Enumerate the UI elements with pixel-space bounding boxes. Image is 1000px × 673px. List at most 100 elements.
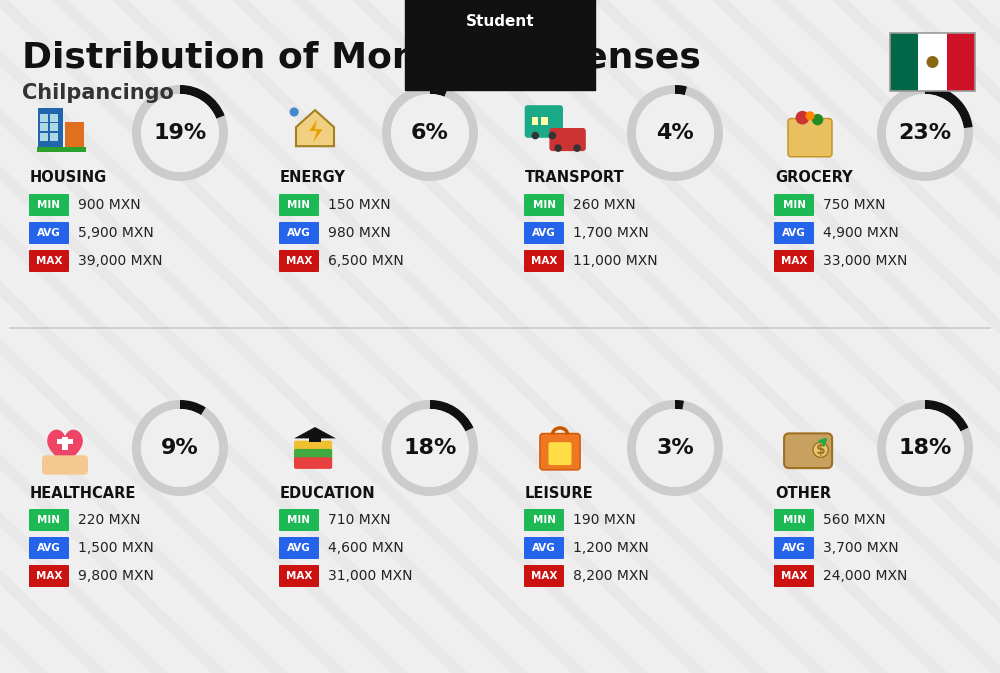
FancyBboxPatch shape xyxy=(549,128,586,151)
Text: AVG: AVG xyxy=(287,228,311,238)
Text: Student: Student xyxy=(466,13,534,28)
Circle shape xyxy=(636,409,714,487)
Text: $: $ xyxy=(816,443,826,457)
FancyBboxPatch shape xyxy=(524,194,564,216)
Bar xyxy=(890,33,975,91)
Text: 11,000 MXN: 11,000 MXN xyxy=(573,254,658,268)
Text: 900 MXN: 900 MXN xyxy=(78,198,141,212)
Wedge shape xyxy=(430,85,448,97)
FancyBboxPatch shape xyxy=(788,118,832,157)
Bar xyxy=(65,122,84,150)
Text: Distribution of Monthly Expenses: Distribution of Monthly Expenses xyxy=(22,41,701,75)
Wedge shape xyxy=(430,400,473,431)
Text: MAX: MAX xyxy=(781,571,807,581)
FancyBboxPatch shape xyxy=(294,441,332,452)
Text: MAX: MAX xyxy=(531,571,557,581)
Circle shape xyxy=(141,409,219,487)
FancyBboxPatch shape xyxy=(524,509,564,531)
FancyBboxPatch shape xyxy=(294,449,332,460)
Text: 8,200 MXN: 8,200 MXN xyxy=(573,569,649,583)
Wedge shape xyxy=(925,400,968,431)
Text: MIN: MIN xyxy=(288,515,310,525)
Wedge shape xyxy=(675,400,684,410)
Text: MAX: MAX xyxy=(531,256,557,266)
Circle shape xyxy=(886,94,964,172)
Text: 220 MXN: 220 MXN xyxy=(78,513,140,527)
Wedge shape xyxy=(382,400,478,496)
Text: 4%: 4% xyxy=(656,123,694,143)
Text: 33,000 MXN: 33,000 MXN xyxy=(823,254,907,268)
Circle shape xyxy=(636,94,714,172)
Bar xyxy=(890,33,918,91)
Text: 18%: 18% xyxy=(898,438,952,458)
Text: 980 MXN: 980 MXN xyxy=(328,226,391,240)
Circle shape xyxy=(805,111,815,120)
Bar xyxy=(57,439,73,444)
Bar xyxy=(40,123,48,131)
Bar xyxy=(947,33,975,91)
Text: MIN: MIN xyxy=(532,200,556,210)
Text: AVG: AVG xyxy=(782,543,806,553)
FancyBboxPatch shape xyxy=(29,250,69,272)
Circle shape xyxy=(813,442,828,458)
Text: 260 MXN: 260 MXN xyxy=(573,198,636,212)
FancyBboxPatch shape xyxy=(774,565,814,587)
Text: 39,000 MXN: 39,000 MXN xyxy=(78,254,162,268)
Circle shape xyxy=(549,132,556,139)
Text: AVG: AVG xyxy=(287,543,311,553)
Text: ENERGY: ENERGY xyxy=(280,170,346,186)
Wedge shape xyxy=(382,85,478,181)
Text: 31,000 MXN: 31,000 MXN xyxy=(328,569,413,583)
Wedge shape xyxy=(675,85,687,95)
Bar xyxy=(62,437,68,450)
FancyBboxPatch shape xyxy=(279,565,319,587)
Circle shape xyxy=(290,108,299,116)
Text: MIN: MIN xyxy=(38,200,60,210)
Text: MIN: MIN xyxy=(782,200,806,210)
FancyBboxPatch shape xyxy=(524,565,564,587)
Bar xyxy=(309,435,321,442)
Text: HEALTHCARE: HEALTHCARE xyxy=(30,485,136,501)
FancyBboxPatch shape xyxy=(548,442,572,465)
Wedge shape xyxy=(132,85,228,181)
Text: MAX: MAX xyxy=(781,256,807,266)
Wedge shape xyxy=(627,400,723,496)
Circle shape xyxy=(141,94,219,172)
Wedge shape xyxy=(627,85,723,181)
FancyBboxPatch shape xyxy=(774,537,814,559)
Text: MAX: MAX xyxy=(36,571,62,581)
Text: MAX: MAX xyxy=(286,571,312,581)
Bar xyxy=(532,117,538,125)
Text: 19%: 19% xyxy=(153,123,207,143)
FancyBboxPatch shape xyxy=(279,509,319,531)
Text: MAX: MAX xyxy=(36,256,62,266)
Circle shape xyxy=(573,144,581,152)
Circle shape xyxy=(554,144,562,152)
FancyBboxPatch shape xyxy=(525,105,563,138)
Bar xyxy=(50,123,58,131)
FancyBboxPatch shape xyxy=(774,250,814,272)
FancyBboxPatch shape xyxy=(279,222,319,244)
Text: TRANSPORT: TRANSPORT xyxy=(525,170,625,186)
Text: AVG: AVG xyxy=(782,228,806,238)
Text: AVG: AVG xyxy=(37,228,61,238)
Text: MIN: MIN xyxy=(532,515,556,525)
Bar xyxy=(918,33,947,91)
Text: MIN: MIN xyxy=(38,515,60,525)
Text: 750 MXN: 750 MXN xyxy=(823,198,886,212)
FancyBboxPatch shape xyxy=(294,457,332,469)
Text: AVG: AVG xyxy=(532,228,556,238)
FancyBboxPatch shape xyxy=(774,194,814,216)
Polygon shape xyxy=(309,120,323,143)
Text: AVG: AVG xyxy=(37,543,61,553)
FancyBboxPatch shape xyxy=(524,537,564,559)
Text: 4,900 MXN: 4,900 MXN xyxy=(823,226,899,240)
Text: LEISURE: LEISURE xyxy=(525,485,594,501)
Circle shape xyxy=(886,409,964,487)
Wedge shape xyxy=(877,400,973,496)
Text: 710 MXN: 710 MXN xyxy=(328,513,391,527)
Bar xyxy=(40,114,48,122)
Text: MIN: MIN xyxy=(782,515,806,525)
Wedge shape xyxy=(180,85,225,118)
Bar xyxy=(36,147,86,152)
